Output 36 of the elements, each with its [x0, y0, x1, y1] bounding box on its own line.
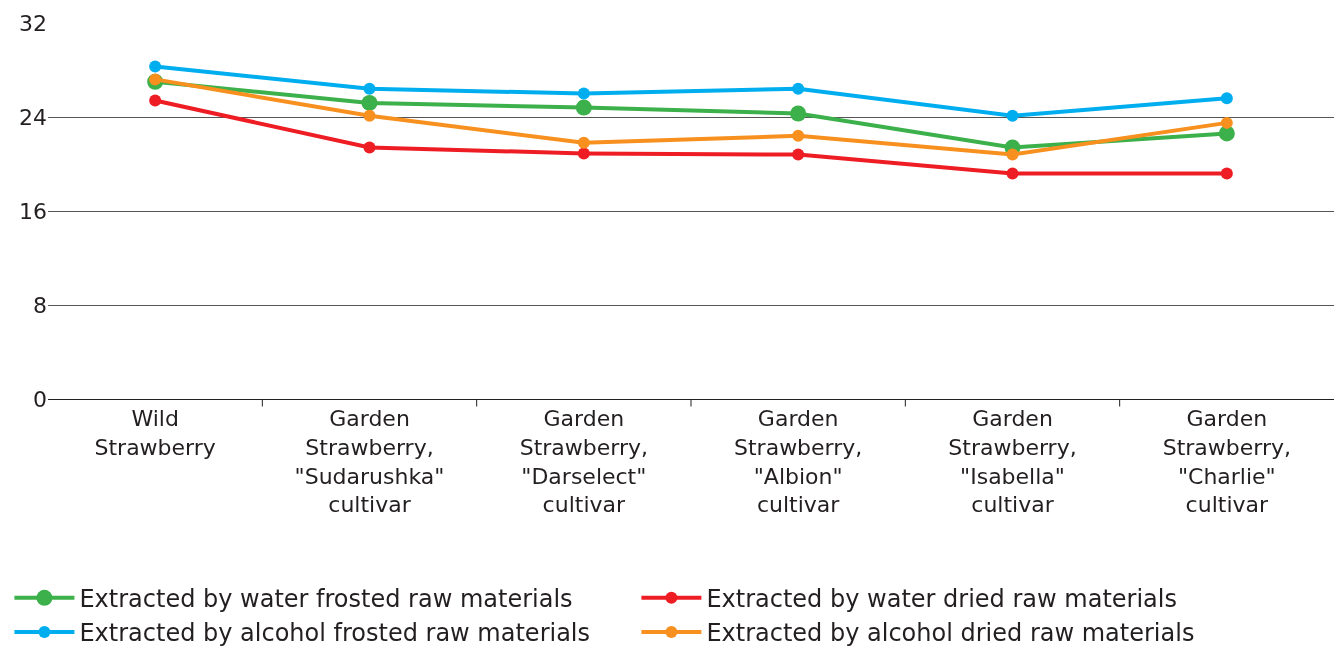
- point: [1006, 167, 1019, 180]
- point: [149, 60, 162, 73]
- point: [363, 141, 376, 154]
- point: [577, 147, 590, 160]
- legend-label: Extracted by water dried raw materials: [706, 585, 1177, 614]
- y-tick-label: 32: [19, 10, 47, 36]
- point: [792, 129, 805, 142]
- point: [1006, 148, 1019, 161]
- point: [792, 148, 805, 161]
- legend-label: Extracted by alcohol frosted raw materials: [79, 619, 591, 648]
- point: [792, 82, 805, 95]
- point: [1220, 167, 1233, 180]
- point: [1220, 92, 1233, 105]
- x-tick-label: Garden Strawberry, "Charlie" cultivar: [1162, 406, 1291, 518]
- legend-label: Extracted by alcohol dried raw materials: [706, 619, 1195, 648]
- x-tick-label: Garden Strawberry, "Darselect" cultivar: [519, 406, 648, 518]
- y-tick-label: 16: [19, 198, 47, 224]
- point: [1220, 116, 1233, 129]
- legend-label: Extracted by water frosted raw materials: [79, 585, 573, 614]
- point: [363, 82, 376, 95]
- point: [790, 105, 807, 122]
- y-tick-label: 8: [33, 292, 47, 318]
- point: [575, 99, 592, 116]
- y-tick-label: 24: [19, 104, 47, 130]
- point: [363, 109, 376, 122]
- x-tick-label: Garden Strawberry, "Isabella" cultivar: [948, 406, 1077, 518]
- point: [1006, 109, 1019, 122]
- y-tick-label: 0: [33, 386, 47, 412]
- point: [577, 87, 590, 100]
- point: [577, 136, 590, 149]
- point: [149, 73, 162, 86]
- point: [149, 94, 162, 107]
- x-tick-label: Garden Strawberry, "Albion" cultivar: [734, 406, 863, 518]
- x-tick-label: Wild Strawberry: [94, 406, 216, 460]
- x-tick-label: Garden Strawberry, "Sudarushka" cultivar: [294, 406, 445, 518]
- point: [361, 94, 378, 111]
